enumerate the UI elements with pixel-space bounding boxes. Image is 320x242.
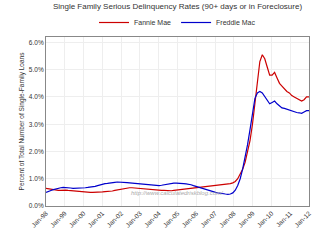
svg-text:Jan-01: Jan-01 xyxy=(86,209,105,228)
svg-text:Jan-06: Jan-06 xyxy=(180,209,199,228)
svg-text:Freddie Mac: Freddie Mac xyxy=(216,19,255,26)
svg-text:Jan-12: Jan-12 xyxy=(293,209,312,228)
svg-text:Jan-99: Jan-99 xyxy=(49,209,68,228)
svg-text:Percent of Total Number of Sin: Percent of Total Number of Single-Family… xyxy=(18,52,26,191)
svg-text:Jan-11: Jan-11 xyxy=(275,209,294,228)
svg-text:Jan-02: Jan-02 xyxy=(105,209,124,228)
svg-text:Single Family Serious Delinque: Single Family Serious Delinquency Rates … xyxy=(53,2,303,11)
svg-text:4.0%: 4.0% xyxy=(29,93,44,100)
svg-text:Jan-09: Jan-09 xyxy=(237,209,256,228)
svg-text:2.0%: 2.0% xyxy=(29,148,44,155)
svg-text:Jan-00: Jan-00 xyxy=(68,209,87,228)
svg-text:Jan-08: Jan-08 xyxy=(218,209,237,228)
svg-text:6.0%: 6.0% xyxy=(29,39,44,46)
svg-text:Jan-04: Jan-04 xyxy=(143,209,162,228)
svg-text:0.0%: 0.0% xyxy=(29,202,44,209)
svg-text:Jan-03: Jan-03 xyxy=(124,209,143,228)
svg-text:Jan-05: Jan-05 xyxy=(162,209,181,228)
svg-text:Jan-07: Jan-07 xyxy=(199,209,218,228)
svg-text:Jan-10: Jan-10 xyxy=(255,209,274,228)
svg-text:Jan-98: Jan-98 xyxy=(30,209,49,228)
svg-text:3.0%: 3.0% xyxy=(29,121,44,128)
svg-text:1.0%: 1.0% xyxy=(29,175,44,182)
svg-text:http://www.calculatedriskblog.: http://www.calculatedriskblog.com/ xyxy=(131,190,224,196)
svg-text:5.0%: 5.0% xyxy=(29,66,44,73)
svg-text:Fannie Mae: Fannie Mae xyxy=(134,19,171,26)
